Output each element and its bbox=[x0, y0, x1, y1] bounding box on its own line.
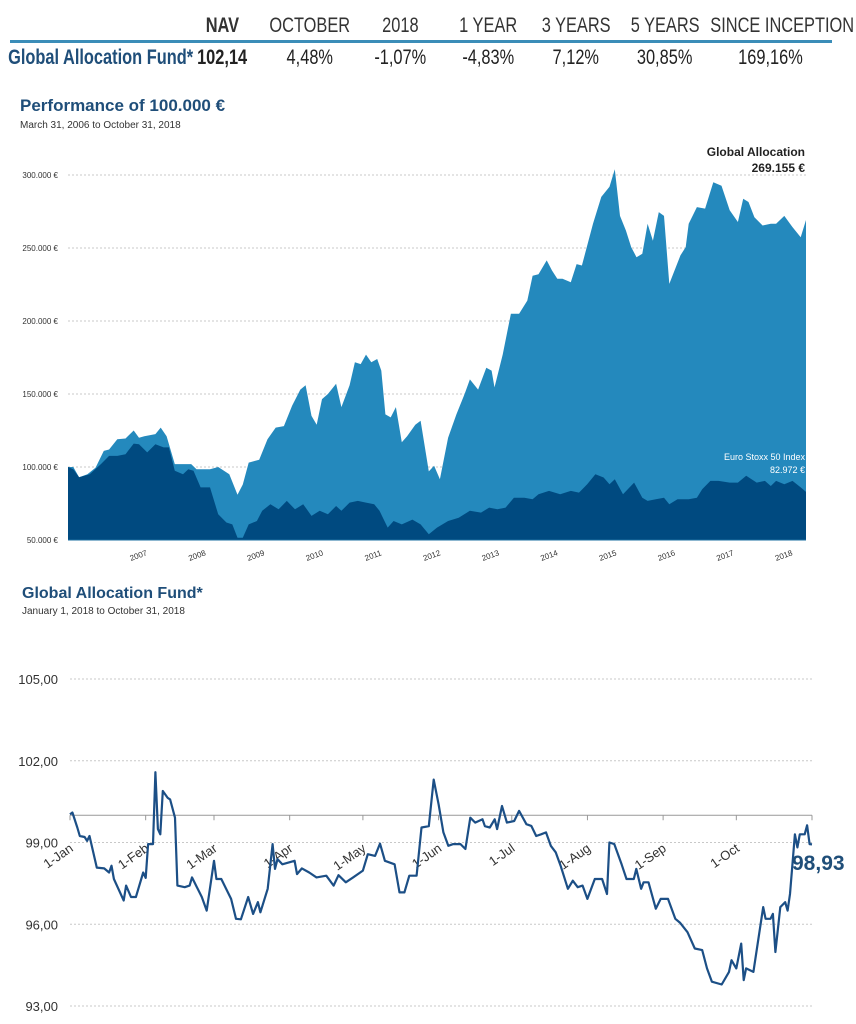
y-tick-label: 102,00 bbox=[18, 754, 58, 769]
header-since-inception: SINCE INCEPTION bbox=[710, 14, 855, 37]
chart1-subtitle: March 31, 2006 to October 31, 2018 bbox=[20, 120, 181, 131]
x-tick-label: 2018 bbox=[774, 548, 794, 563]
x-tick-label: 1-Oct bbox=[707, 840, 742, 871]
fund-end-value: 269.155 € bbox=[752, 161, 806, 175]
x-tick-label: 2008 bbox=[187, 548, 207, 563]
value-1-year: -4,83% bbox=[462, 46, 514, 69]
y-tick-label: 250.000 € bbox=[22, 244, 58, 253]
end-value-label: 98,93 bbox=[792, 852, 845, 875]
x-tick-label: 1-Apr bbox=[261, 840, 296, 871]
chart1-title: Performance of 100.000 € bbox=[20, 96, 226, 115]
x-tick-label: 2007 bbox=[129, 548, 149, 563]
header-2018: 2018 bbox=[381, 14, 419, 37]
value-since-inception: 169,16% bbox=[737, 46, 803, 69]
y-tick-label: 105,00 bbox=[18, 672, 58, 687]
y-tick-label: 300.000 € bbox=[22, 171, 58, 180]
value-nav: 102,14 bbox=[196, 46, 248, 69]
index-end-value: 82.972 € bbox=[770, 465, 805, 475]
x-tick-label: 1-Jul bbox=[486, 840, 518, 869]
value-3-years: 7,12% bbox=[552, 46, 600, 69]
value-october: 4,48% bbox=[286, 46, 334, 69]
header-3-years: 3 YEARS bbox=[541, 14, 611, 37]
y-tick-label: 50.000 € bbox=[27, 536, 59, 545]
x-tick-label: 2011 bbox=[364, 548, 384, 563]
chart2-subtitle: January 1, 2018 to October 31, 2018 bbox=[22, 606, 185, 617]
x-tick-label: 1-Jun bbox=[409, 840, 444, 871]
y-tick-label: 100.000 € bbox=[22, 463, 58, 472]
x-tick-label: 2009 bbox=[246, 548, 266, 563]
value-5-years: 30,85% bbox=[637, 46, 693, 69]
fund-area bbox=[68, 169, 806, 540]
x-tick-label: 2012 bbox=[422, 548, 442, 563]
index-area bbox=[68, 443, 806, 540]
x-tick-label: 1-Sep bbox=[632, 840, 669, 872]
y-tick-label: 93,00 bbox=[25, 999, 58, 1014]
y-tick-label: 99,00 bbox=[25, 836, 58, 851]
index-legend-name: Euro Stoxx 50 Index bbox=[724, 452, 806, 462]
header-nav: NAV bbox=[205, 14, 239, 37]
y-tick-label: 150.000 € bbox=[22, 390, 58, 399]
value-2018: -1,07% bbox=[374, 46, 426, 69]
header-october: OCTOBER bbox=[269, 14, 351, 37]
header-5-years: 5 YEARS bbox=[630, 14, 700, 37]
header-rule bbox=[10, 40, 832, 43]
fund-line bbox=[69, 771, 813, 986]
row-label: Global Allocation Fund* bbox=[8, 46, 194, 69]
x-tick-label: 2013 bbox=[481, 548, 501, 563]
y-tick-label: 200.000 € bbox=[22, 317, 58, 326]
chart2-title: Global Allocation Fund* bbox=[22, 585, 203, 602]
x-tick-label: 2015 bbox=[598, 548, 618, 563]
y-tick-label: 96,00 bbox=[25, 917, 58, 932]
x-tick-label: 2016 bbox=[657, 548, 677, 563]
fund-legend-name: Global Allocation bbox=[707, 145, 805, 159]
x-tick-label: 2017 bbox=[715, 548, 735, 563]
header-1-year: 1 YEAR bbox=[459, 14, 517, 37]
x-tick-label: 2010 bbox=[305, 548, 325, 563]
x-tick-label: 2014 bbox=[539, 548, 559, 563]
